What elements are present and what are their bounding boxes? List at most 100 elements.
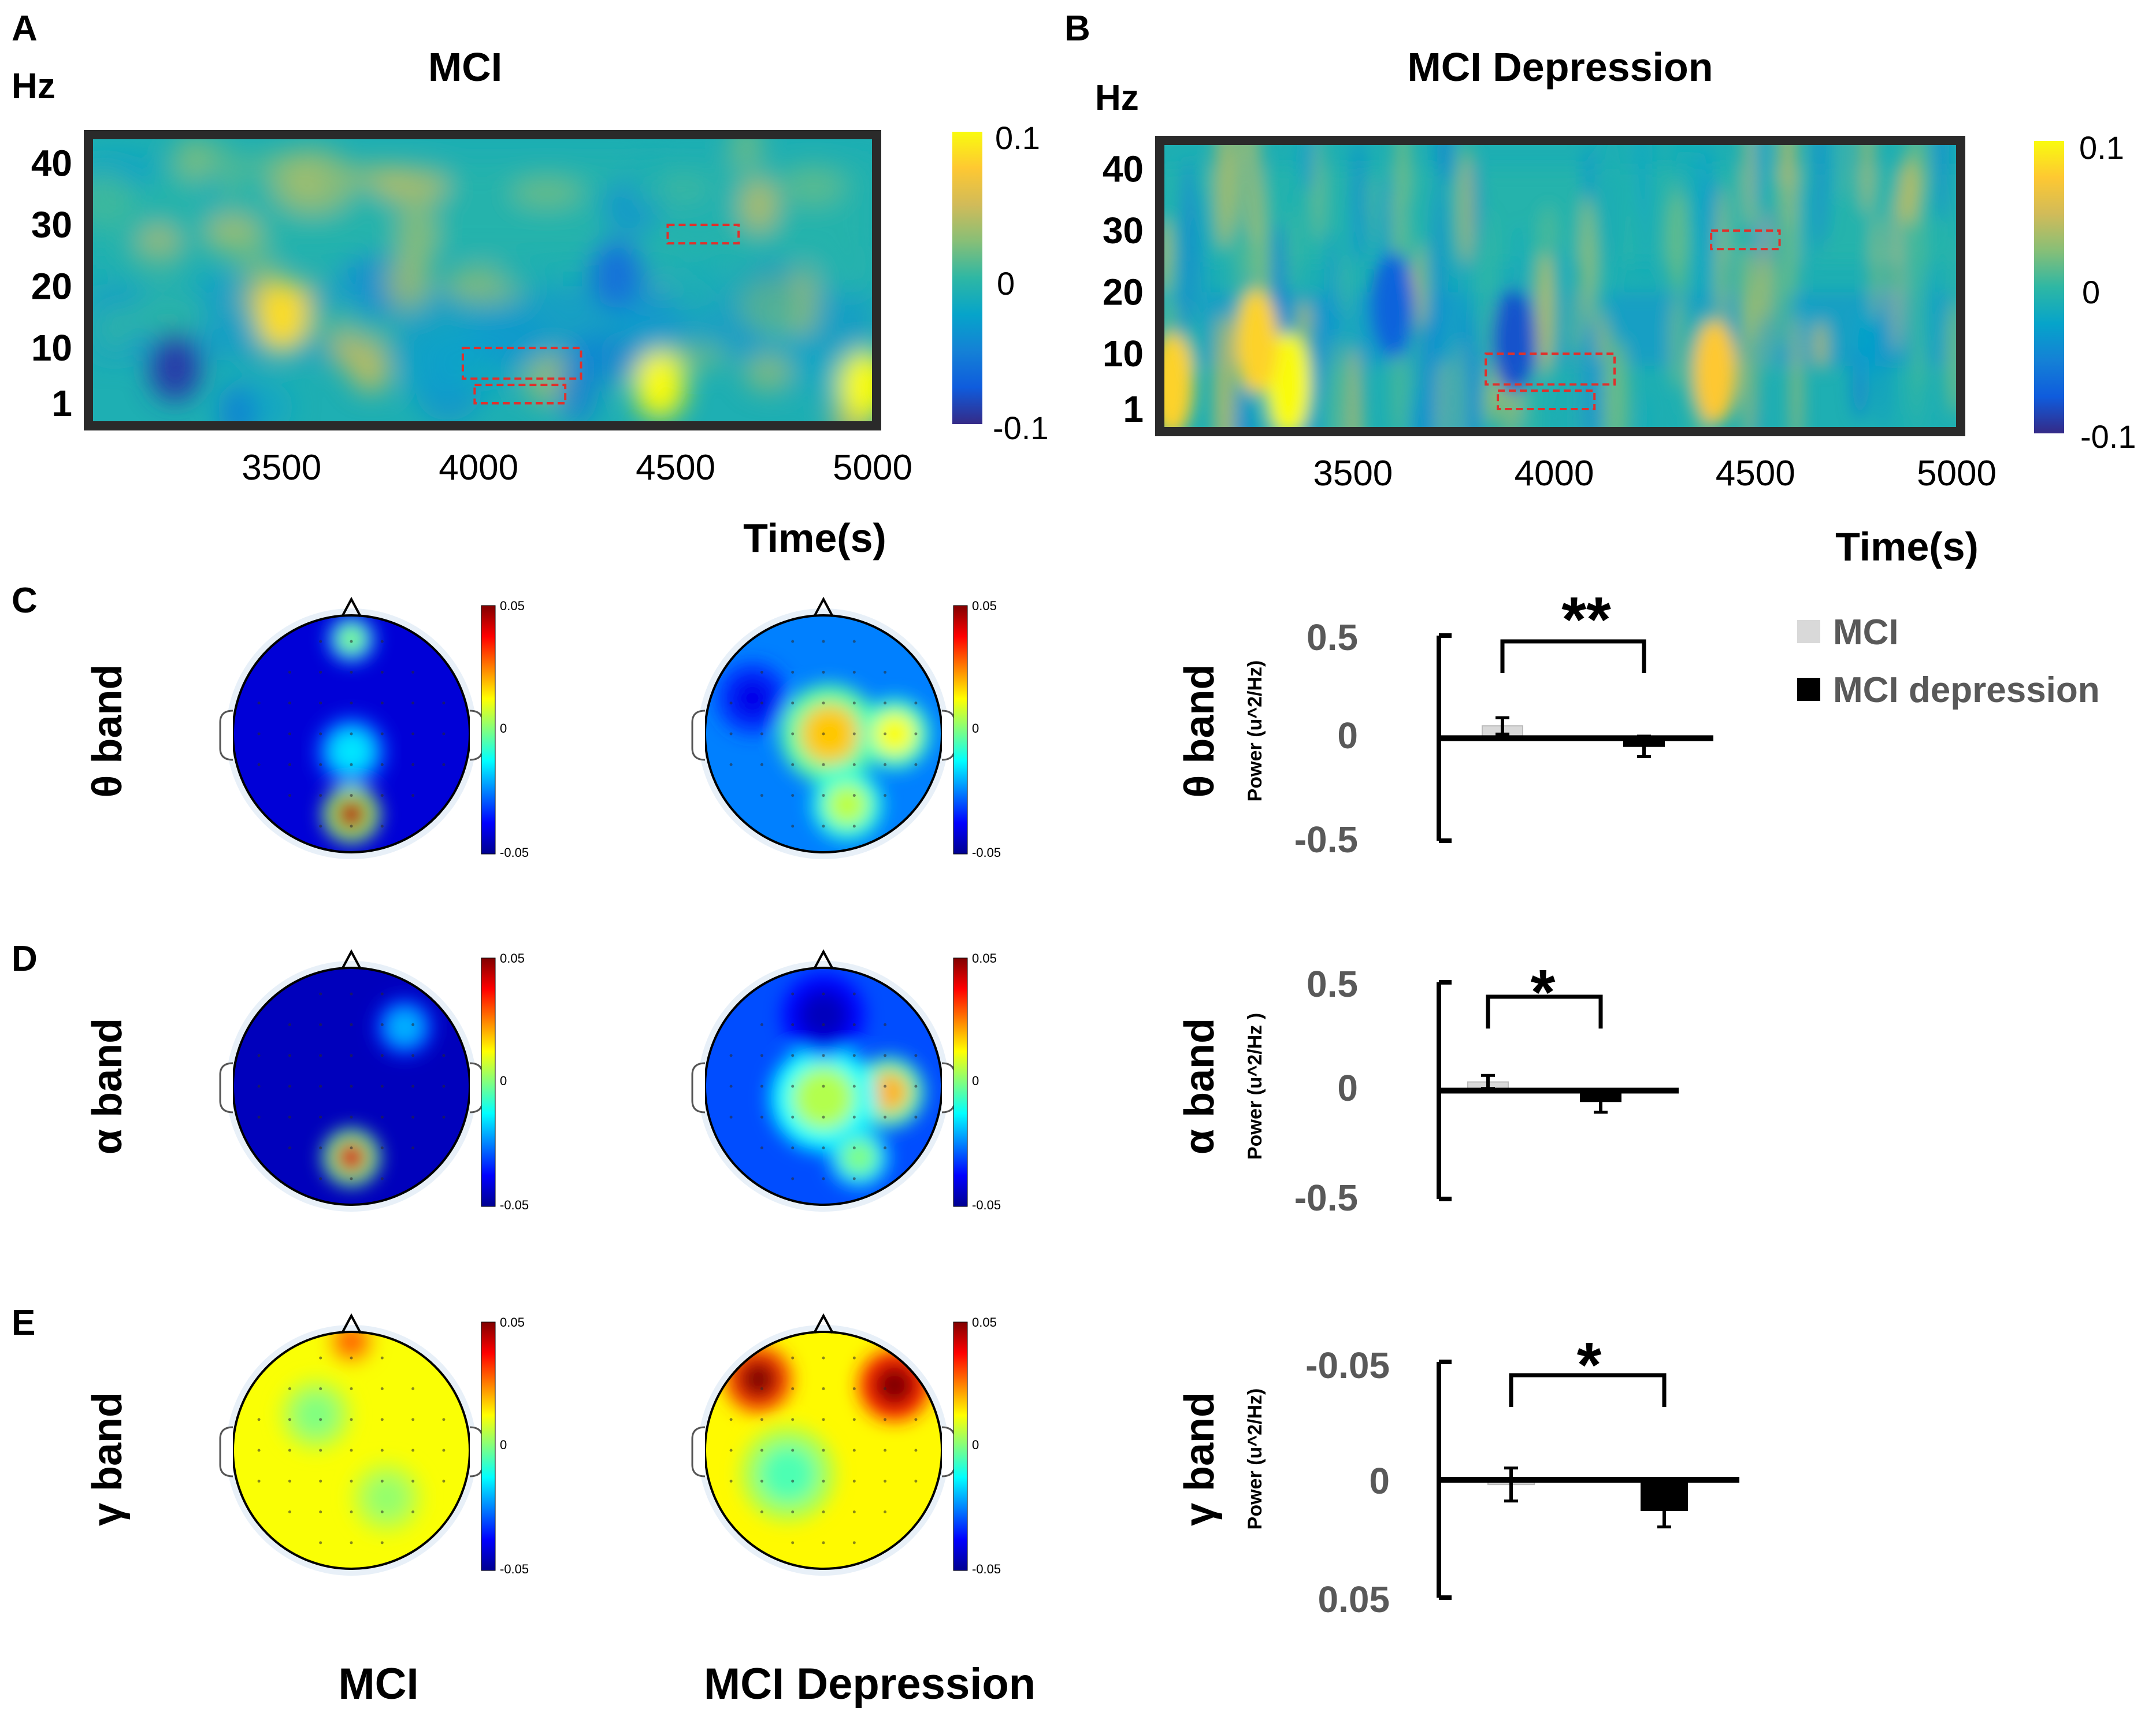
- bar-theta-ytick-mid: 0: [1337, 715, 1358, 756]
- bar-alpha-ylabel-unit: Power (u^2/Hz ): [1244, 1013, 1266, 1160]
- colorbar-mci-depression-min: -0.1: [2080, 418, 2136, 455]
- x-tick-label: 3500: [1313, 454, 1393, 493]
- heatmap-mci-depression-y-ticks: 1 10 20 30 40: [1103, 148, 1144, 430]
- bar-gamma-marks: [1437, 1360, 1739, 1600]
- y-tick-label: 40: [1103, 148, 1144, 190]
- panel-b-xlabel: Time(s): [1835, 524, 1979, 569]
- right-ear: [469, 1062, 484, 1113]
- colorbar-mci: [952, 132, 982, 424]
- x-tick-label: 5000: [833, 448, 912, 488]
- roi-box: [1497, 389, 1596, 411]
- topomap-colorbar: [953, 957, 968, 1207]
- topomap-spot-core: [387, 1009, 422, 1045]
- bar-gamma-significance: *: [1577, 1330, 1602, 1401]
- bar-charts: θ band Power (u^2/Hz) 0.5 0 -0.5 ** α ba…: [1177, 584, 1739, 1620]
- panel-b-ylabel: Hz: [1095, 78, 1139, 118]
- right-ear: [469, 1426, 484, 1477]
- y-tick-label: 10: [1103, 333, 1144, 374]
- heatmap-hotspot-core: [645, 364, 674, 406]
- column-label-mci-depression: MCI Depression: [704, 1659, 1036, 1709]
- topomap-spot-core: [841, 1139, 877, 1175]
- topomap-spot-core: [759, 1445, 817, 1503]
- colorbar-mid-label: 0: [500, 1074, 507, 1088]
- colorbar-min-label: -0.05: [972, 1198, 1001, 1212]
- topomap-spot-core: [799, 704, 859, 764]
- topomap-spot-core: [873, 712, 916, 755]
- panel-b-title: MCI Depression: [1408, 44, 1713, 90]
- colorbar-max-label: 0.05: [972, 1315, 997, 1330]
- x-tick-label: 3500: [242, 448, 321, 488]
- topomap-spot-core: [731, 677, 774, 720]
- colorbar-mid-label: 0: [972, 1074, 979, 1088]
- heatmap-mci-x-ticks: 3500 4000 4500 5000: [242, 448, 912, 488]
- bar-alpha-ytick-bottom: -0.5: [1294, 1177, 1358, 1219]
- heatmap-hotspot-core: [602, 253, 631, 295]
- heatmap-mci-depression-x-ticks: 3500 4000 4500 5000: [1313, 454, 1997, 493]
- panel-b: B Hz MCI Depression 1 10 20 30 40 3500 4000 45…: [1064, 9, 2136, 569]
- nose: [341, 949, 362, 970]
- right-ear: [941, 1426, 956, 1477]
- bar-alpha-ytick-top: 0.5: [1307, 963, 1358, 1005]
- right-ear: [469, 710, 484, 761]
- x-tick-label: 4000: [1515, 454, 1594, 493]
- colorbar-mci-depression-max: 0.1: [2079, 129, 2124, 166]
- heatmap-mci-depression-plot: [1164, 144, 1957, 428]
- colorbar-min-label: -0.05: [500, 1198, 529, 1212]
- colorbar-max-label: 0.05: [972, 951, 997, 966]
- left-ear: [219, 1426, 233, 1477]
- y-tick-label: 40: [31, 143, 72, 184]
- y-tick-label: 30: [31, 204, 72, 246]
- bar-gamma-ylabel-unit: Power (u^2/Hz): [1244, 1388, 1266, 1530]
- bar-theta-significance: **: [1561, 584, 1611, 655]
- topomap-mci-depression: 0.05 0 -0.05: [691, 1313, 1001, 1576]
- colorbar-max-label: 0.05: [500, 1315, 525, 1330]
- bar-theta-ylabel-band: θ band: [1177, 664, 1223, 798]
- topomap-spot-core: [798, 990, 849, 1041]
- nose: [813, 949, 834, 970]
- bar-alpha-marks: [1437, 980, 1679, 1201]
- panel-a-ylabel: Hz: [12, 66, 55, 106]
- left-ear: [691, 710, 706, 761]
- heatmap-mci-frame: [84, 130, 881, 430]
- colorbar-min-label: -0.05: [972, 845, 1001, 860]
- bar-gamma-ytick-mid: 0: [1369, 1460, 1390, 1502]
- topomap-colorbar: [481, 957, 496, 1207]
- panel-a: A Hz MCI 1 10 20 30 40 3500 4000 4500 5000 Time…: [12, 9, 1049, 560]
- panel-a-xlabel: Time(s): [743, 515, 886, 560]
- topomap-spot-core: [294, 1393, 337, 1436]
- significance-bracket: [1500, 639, 1646, 673]
- bar-chart-theta: θ band Power (u^2/Hz) 0.5 0 -0.5 **: [1177, 584, 1713, 860]
- heatmap-texture: [92, 139, 873, 422]
- colorbar-mci-depression-mid: 0: [2082, 274, 2100, 310]
- y-tick-label: 30: [1103, 210, 1144, 251]
- electrode-grid: [729, 992, 918, 1180]
- panel-c-label: C: [12, 581, 38, 621]
- nose: [813, 1313, 834, 1334]
- y-tick-label: 1: [1123, 388, 1144, 430]
- topomap-mci: 0.05 0 -0.05: [219, 1313, 529, 1576]
- heatmap-mci-depression-frame: [1155, 136, 1965, 436]
- colorbar-mid-label: 0: [500, 1438, 507, 1452]
- electrode-grid: [257, 640, 446, 828]
- heatmap-hotspot-core: [850, 364, 873, 406]
- colorbar-max-label: 0.05: [500, 951, 525, 966]
- heatmap-mci-plot: [92, 139, 873, 422]
- heatmap-hotspot-core: [161, 346, 190, 388]
- topomap-spot-core: [873, 1364, 916, 1407]
- legend-label-mci-depression: MCI depression: [1833, 670, 2100, 710]
- legend-swatch-mci-depression: [1797, 678, 1820, 701]
- colorbar-mci-depression: [2034, 141, 2064, 433]
- heatmap-hotspot-core: [1244, 310, 1269, 373]
- colorbar-mci-mid: 0: [997, 265, 1015, 302]
- bar-theta-ytick-bottom: -0.5: [1294, 819, 1358, 860]
- colorbar-max-label: 0.05: [500, 599, 525, 613]
- topomap-spot-core: [334, 797, 369, 831]
- column-label-mci: MCI: [338, 1659, 418, 1709]
- topomap-colorbar: [953, 605, 968, 855]
- nose: [341, 1313, 362, 1334]
- bar-gamma-ytick-top: -0.05: [1305, 1345, 1390, 1386]
- bar-alpha-significance: *: [1531, 957, 1556, 1028]
- legend-swatch-mci: [1797, 620, 1820, 643]
- colorbar-mid-label: 0: [972, 1438, 979, 1452]
